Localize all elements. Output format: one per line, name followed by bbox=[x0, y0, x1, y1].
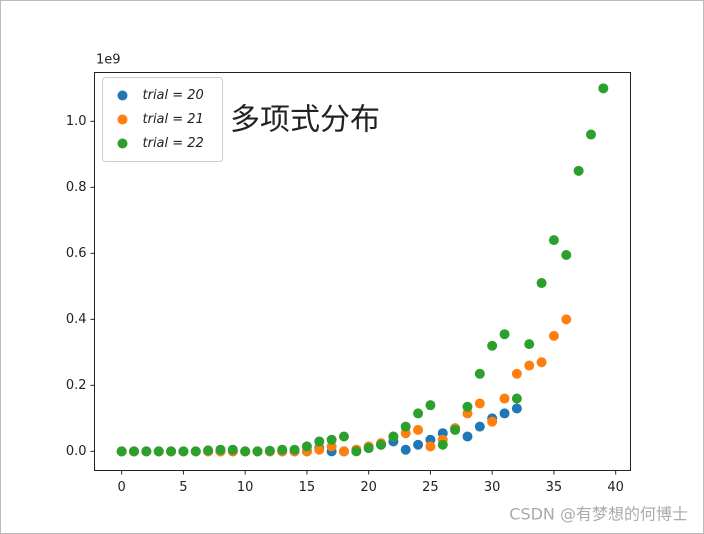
legend-label: trial = 20 bbox=[143, 88, 204, 103]
point bbox=[425, 400, 436, 411]
x-tick-label: 25 bbox=[422, 480, 439, 495]
x-tick-label: 5 bbox=[179, 480, 187, 495]
legend-label: trial = 22 bbox=[143, 136, 204, 151]
point bbox=[474, 398, 485, 409]
y-tick-label: 0.2 bbox=[66, 378, 87, 393]
point bbox=[400, 444, 411, 455]
annotation: 多项式分布 bbox=[230, 103, 380, 138]
point bbox=[376, 439, 387, 450]
point bbox=[585, 129, 596, 140]
y-tick-label: 1.0 bbox=[66, 114, 87, 129]
point bbox=[363, 443, 374, 454]
y-tick-label: 0.8 bbox=[66, 180, 87, 195]
x-tick-label: 40 bbox=[607, 480, 624, 495]
point bbox=[388, 431, 399, 442]
point bbox=[338, 446, 349, 457]
point bbox=[511, 403, 522, 414]
point bbox=[277, 444, 288, 455]
point bbox=[314, 444, 325, 455]
y-tick-label: 0.0 bbox=[66, 444, 87, 459]
point bbox=[487, 416, 498, 427]
point bbox=[351, 446, 362, 457]
point bbox=[462, 401, 473, 412]
point bbox=[314, 436, 325, 447]
x-tick-label: 10 bbox=[237, 480, 254, 495]
point bbox=[413, 408, 424, 419]
watermark: CSDN @有梦想的何博士 bbox=[509, 505, 688, 524]
point bbox=[166, 446, 177, 457]
point bbox=[301, 441, 312, 452]
point bbox=[511, 393, 522, 404]
point bbox=[548, 330, 559, 341]
point bbox=[573, 165, 584, 176]
legend-marker bbox=[117, 138, 128, 149]
point bbox=[190, 446, 201, 457]
point bbox=[338, 431, 349, 442]
point bbox=[536, 278, 547, 289]
point bbox=[536, 357, 547, 368]
point bbox=[215, 444, 226, 455]
point bbox=[116, 446, 127, 457]
point bbox=[511, 368, 522, 379]
x-tick-label: 20 bbox=[360, 480, 377, 495]
x-tick-label: 15 bbox=[299, 480, 316, 495]
point bbox=[178, 446, 189, 457]
point bbox=[437, 439, 448, 450]
plot-area bbox=[94, 72, 631, 471]
point bbox=[450, 424, 461, 435]
point bbox=[548, 235, 559, 246]
point bbox=[240, 446, 251, 457]
legend-box bbox=[102, 77, 223, 162]
y-tick-label: 0.6 bbox=[66, 246, 87, 261]
legend-label: trial = 21 bbox=[143, 112, 204, 127]
point bbox=[499, 408, 510, 419]
x-tick-label: 35 bbox=[546, 480, 563, 495]
point bbox=[413, 439, 424, 450]
point bbox=[264, 445, 275, 456]
point bbox=[289, 444, 300, 455]
point bbox=[425, 441, 436, 452]
point bbox=[524, 339, 535, 350]
offset-label: 1e9 bbox=[96, 53, 121, 68]
point bbox=[499, 329, 510, 340]
point bbox=[203, 445, 214, 456]
point bbox=[413, 424, 424, 435]
x-tick-label: 0 bbox=[118, 480, 126, 495]
point bbox=[487, 340, 498, 351]
y-tick-label: 0.4 bbox=[66, 312, 87, 327]
point bbox=[524, 360, 535, 371]
x-tick-label: 30 bbox=[484, 480, 501, 495]
point bbox=[598, 83, 609, 94]
point bbox=[252, 446, 263, 457]
point bbox=[326, 434, 337, 445]
point bbox=[129, 446, 140, 457]
point bbox=[141, 446, 152, 457]
legend-marker bbox=[117, 90, 128, 101]
point bbox=[153, 446, 164, 457]
point bbox=[474, 368, 485, 379]
point bbox=[227, 444, 238, 455]
point bbox=[561, 314, 572, 325]
legend-marker bbox=[117, 114, 128, 125]
point bbox=[474, 421, 485, 432]
point bbox=[462, 431, 473, 442]
point bbox=[499, 393, 510, 404]
point bbox=[561, 249, 572, 260]
point bbox=[400, 421, 411, 432]
